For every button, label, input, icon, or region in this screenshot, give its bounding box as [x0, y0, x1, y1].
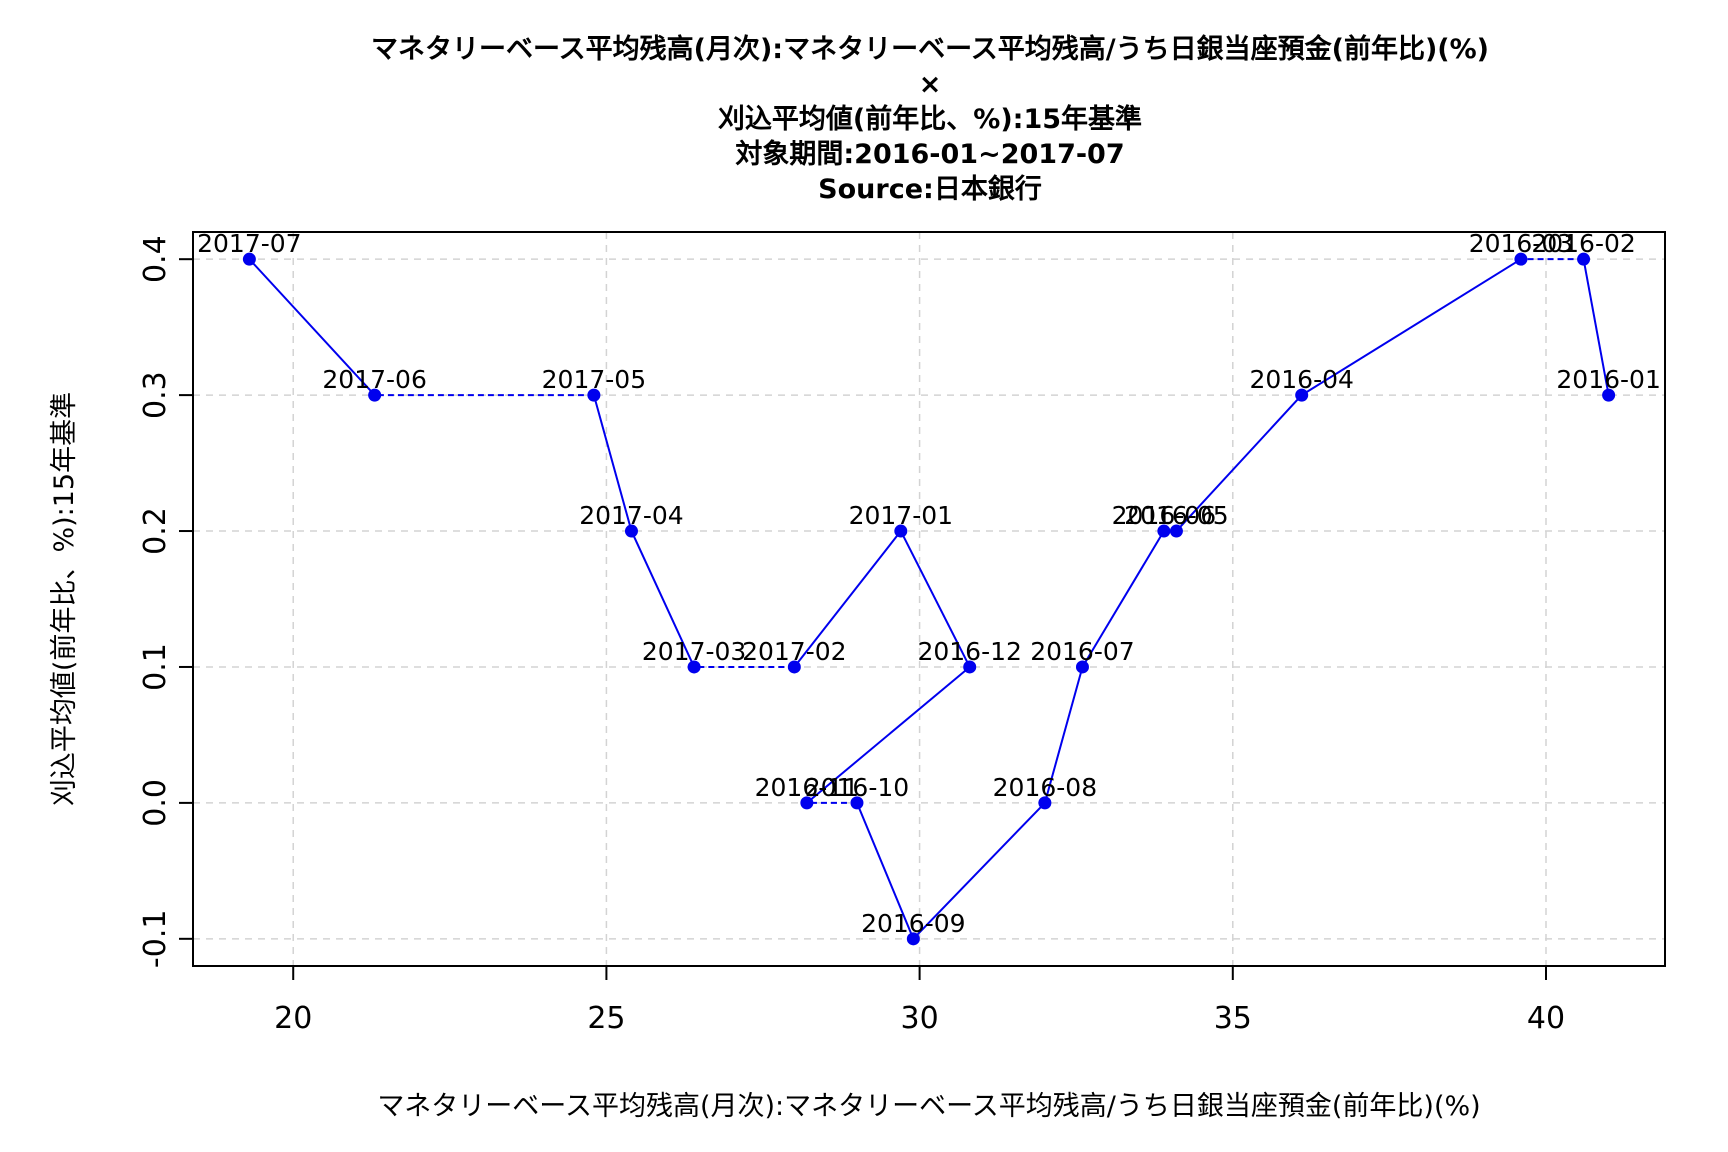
data-point — [1075, 660, 1089, 674]
y-axis-label: 刈込平均値(前年比、%):15年基準 — [49, 392, 80, 806]
data-point — [687, 660, 701, 674]
point-label: 2016-09 — [861, 909, 965, 938]
y-tick-label: 0.3 — [138, 371, 173, 419]
point-label: 2017-07 — [197, 229, 301, 258]
plot-frame — [192, 231, 1666, 967]
y-axis: -0.1 0.0 0.1 0.2 0.3 0.4 — [138, 235, 194, 969]
point-label: 2016-12 — [917, 637, 1021, 666]
series-segment — [1175, 394, 1303, 532]
series-segment — [248, 258, 376, 396]
series-segment — [856, 802, 915, 940]
point-label: 2016-05 — [1124, 501, 1228, 530]
point-label: 2017-05 — [542, 365, 646, 394]
series-segment — [806, 666, 971, 804]
y-tick-label: 0.2 — [138, 507, 173, 555]
y-tick-label: 0.1 — [138, 643, 173, 691]
title-line-5: Source:日本銀行 — [818, 173, 1042, 205]
series-segment — [592, 394, 633, 532]
data-point — [1514, 252, 1528, 266]
point-label: 2016-08 — [993, 773, 1097, 802]
series-lines — [248, 258, 1610, 940]
point-label: 2016-01 — [1556, 365, 1660, 394]
title-line-3: 刈込平均値(前年比、%):15年基準 — [718, 103, 1142, 135]
y-tick-label: -0.1 — [138, 910, 173, 969]
data-point — [587, 388, 601, 402]
x-tick-label: 40 — [1527, 1001, 1565, 1036]
series-segment — [1301, 258, 1522, 396]
data-point — [624, 524, 638, 538]
data-point — [894, 524, 908, 538]
data-point — [1157, 524, 1171, 538]
point-label: 2017-03 — [642, 637, 746, 666]
x-axis-label: マネタリーベース平均残高(月次):マネタリーベース平均残高/うち日銀当座預金(前… — [377, 1091, 1480, 1122]
series-segment — [1043, 666, 1084, 804]
data-point — [906, 932, 920, 946]
title-line-1: マネタリーベース平均残高(月次):マネタリーベース平均残高/うち日銀当座預金(前… — [371, 33, 1489, 65]
point-label: 2016-11 — [755, 773, 859, 802]
point-label: 2016-03 — [1469, 229, 1573, 258]
point-label: 2016-04 — [1249, 365, 1353, 394]
point-label: 2017-02 — [742, 637, 846, 666]
series-segment — [1081, 530, 1165, 668]
series-points — [242, 252, 1616, 946]
x-axis: 20 25 30 35 40 — [274, 965, 1565, 1036]
point-label: 2017-04 — [579, 501, 683, 530]
point-label: 2017-06 — [322, 365, 426, 394]
point-label: 2016-02 — [1531, 229, 1635, 258]
data-point — [368, 388, 382, 402]
data-point — [1577, 252, 1591, 266]
data-point — [850, 796, 864, 810]
chart-title: マネタリーベース平均残高(月次):マネタリーベース平均残高/うち日銀当座預金(前… — [371, 33, 1489, 205]
x-tick-label: 30 — [901, 1001, 939, 1036]
data-point — [242, 252, 256, 266]
data-point — [1602, 388, 1616, 402]
title-line-2: × — [919, 69, 942, 100]
y-tick-label: 0.0 — [138, 779, 173, 827]
series-segment — [899, 530, 971, 668]
point-label: 2016-06 — [1112, 501, 1216, 530]
data-point — [800, 796, 814, 810]
data-point — [963, 660, 977, 674]
point-label: 2016-10 — [805, 773, 909, 802]
y-tick-label: 0.4 — [138, 235, 173, 283]
grid — [193, 232, 1665, 966]
data-point — [787, 660, 801, 674]
series-segment — [912, 802, 1046, 940]
series-segment — [1582, 259, 1610, 396]
point-labels: 2016-012016-022016-032016-042016-052016-… — [197, 229, 1661, 938]
data-point — [1169, 524, 1183, 538]
data-point — [1038, 796, 1052, 810]
x-tick-label: 35 — [1214, 1001, 1252, 1036]
series-segment — [793, 530, 902, 668]
x-tick-label: 20 — [274, 1001, 312, 1036]
x-tick-label: 25 — [587, 1001, 625, 1036]
point-label: 2017-01 — [849, 501, 953, 530]
series-segment — [630, 530, 696, 668]
title-line-4: 対象期間:2016-01~2017-07 — [735, 138, 1124, 170]
data-point — [1295, 388, 1309, 402]
point-label: 2016-07 — [1030, 637, 1134, 666]
